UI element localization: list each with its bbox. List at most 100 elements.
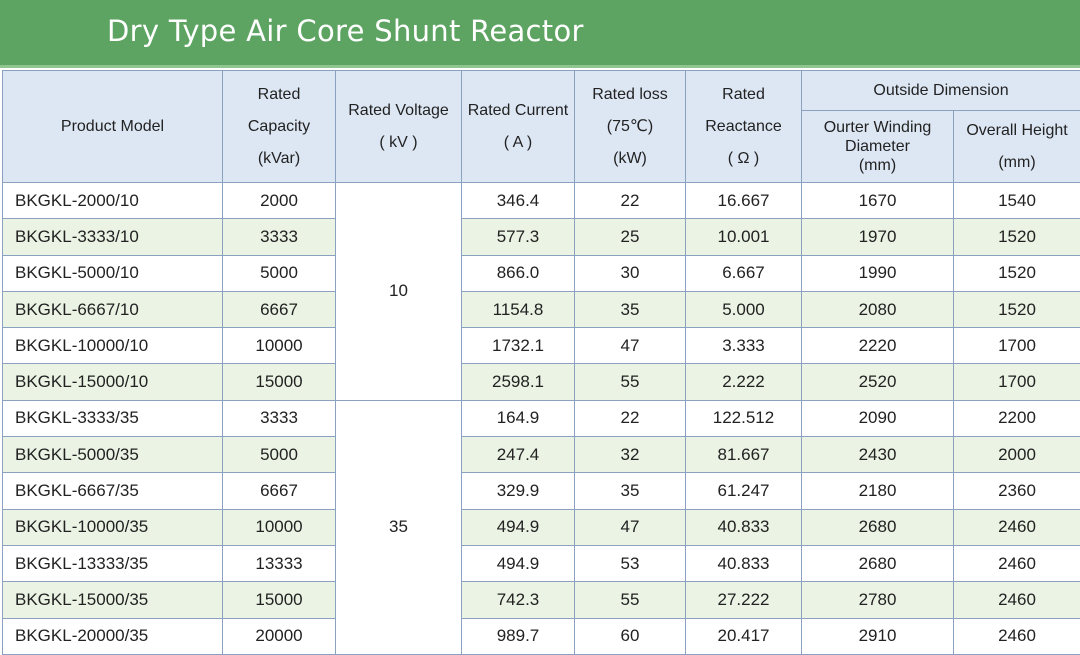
cell-height: 1520 [954,219,1080,255]
cell-capacity: 3333 [223,400,336,436]
cell-diameter: 2220 [802,328,954,364]
cell-height: 1700 [954,364,1080,400]
cell-current: 247.4 [462,437,575,473]
cell-reactance: 40.833 [686,545,802,581]
cell-diameter: 2520 [802,364,954,400]
cell-capacity: 2000 [223,183,336,219]
header-outer-winding-diameter: Ourter Winding Diameter (mm) [802,111,954,183]
header-rated-voltage: Rated Voltage ( kV ) [336,71,462,183]
cell-reactance: 16.667 [686,183,802,219]
cell-model: BKGKL-2000/10 [3,183,223,219]
cell-height: 2000 [954,437,1080,473]
cell-reactance: 20.417 [686,618,802,654]
cell-current: 494.9 [462,509,575,545]
cell-diameter: 2080 [802,291,954,327]
cell-model: BKGKL-20000/35 [3,618,223,654]
cell-capacity: 3333 [223,219,336,255]
cell-diameter: 2780 [802,582,954,618]
cell-loss: 35 [575,291,686,327]
cell-capacity: 5000 [223,437,336,473]
header-outside-dimension: Outside Dimension [802,71,1080,111]
cell-loss: 30 [575,255,686,291]
header-rated-current: Rated Current ( A ) [462,71,575,183]
cell-height: 2460 [954,582,1080,618]
cell-diameter: 2180 [802,473,954,509]
cell-current: 866.0 [462,255,575,291]
cell-loss: 32 [575,437,686,473]
header-product-model: Product Model [3,71,223,183]
cell-reactance: 40.833 [686,509,802,545]
cell-capacity: 15000 [223,364,336,400]
cell-loss: 35 [575,473,686,509]
cell-model: BKGKL-15000/35 [3,582,223,618]
cell-loss: 55 [575,582,686,618]
cell-loss: 25 [575,219,686,255]
cell-reactance: 2.222 [686,364,802,400]
cell-diameter: 1670 [802,183,954,219]
cell-model: BKGKL-15000/10 [3,364,223,400]
title-banner: Dry Type Air Core Shunt Reactor [0,0,1080,68]
cell-model: BKGKL-5000/10 [3,255,223,291]
cell-current: 577.3 [462,219,575,255]
cell-diameter: 1990 [802,255,954,291]
cell-reactance: 10.001 [686,219,802,255]
cell-current: 164.9 [462,400,575,436]
cell-height: 2460 [954,618,1080,654]
cell-diameter: 2680 [802,545,954,581]
cell-capacity: 6667 [223,291,336,327]
cell-current: 329.9 [462,473,575,509]
cell-height: 2460 [954,545,1080,581]
cell-reactance: 27.222 [686,582,802,618]
cell-capacity: 10000 [223,509,336,545]
cell-capacity: 13333 [223,545,336,581]
cell-loss: 47 [575,509,686,545]
cell-rated-voltage: 35 [336,400,462,654]
cell-model: BKGKL-10000/35 [3,509,223,545]
cell-reactance: 122.512 [686,400,802,436]
spec-table: Product Model Rated Capacity (kVar) Rate… [2,70,1080,655]
cell-current: 742.3 [462,582,575,618]
cell-loss: 55 [575,364,686,400]
header-rated-loss: Rated loss (75℃) (kW) [575,71,686,183]
cell-height: 1520 [954,255,1080,291]
cell-capacity: 10000 [223,328,336,364]
cell-height: 2200 [954,400,1080,436]
cell-model: BKGKL-13333/35 [3,545,223,581]
cell-loss: 22 [575,400,686,436]
cell-reactance: 81.667 [686,437,802,473]
header-rated-reactance: Rated Reactance ( Ω ) [686,71,802,183]
cell-height: 1540 [954,183,1080,219]
cell-loss: 47 [575,328,686,364]
header-rated-capacity: Rated Capacity (kVar) [223,71,336,183]
cell-loss: 60 [575,618,686,654]
cell-model: BKGKL-10000/10 [3,328,223,364]
cell-diameter: 2090 [802,400,954,436]
cell-height: 1700 [954,328,1080,364]
cell-height: 2460 [954,509,1080,545]
cell-current: 494.9 [462,545,575,581]
cell-diameter: 2430 [802,437,954,473]
cell-model: BKGKL-6667/35 [3,473,223,509]
cell-current: 1732.1 [462,328,575,364]
cell-diameter: 2910 [802,618,954,654]
cell-diameter: 1970 [802,219,954,255]
cell-current: 346.4 [462,183,575,219]
cell-model: BKGKL-3333/10 [3,219,223,255]
cell-height: 2360 [954,473,1080,509]
cell-model: BKGKL-3333/35 [3,400,223,436]
cell-loss: 53 [575,545,686,581]
cell-reactance: 5.000 [686,291,802,327]
